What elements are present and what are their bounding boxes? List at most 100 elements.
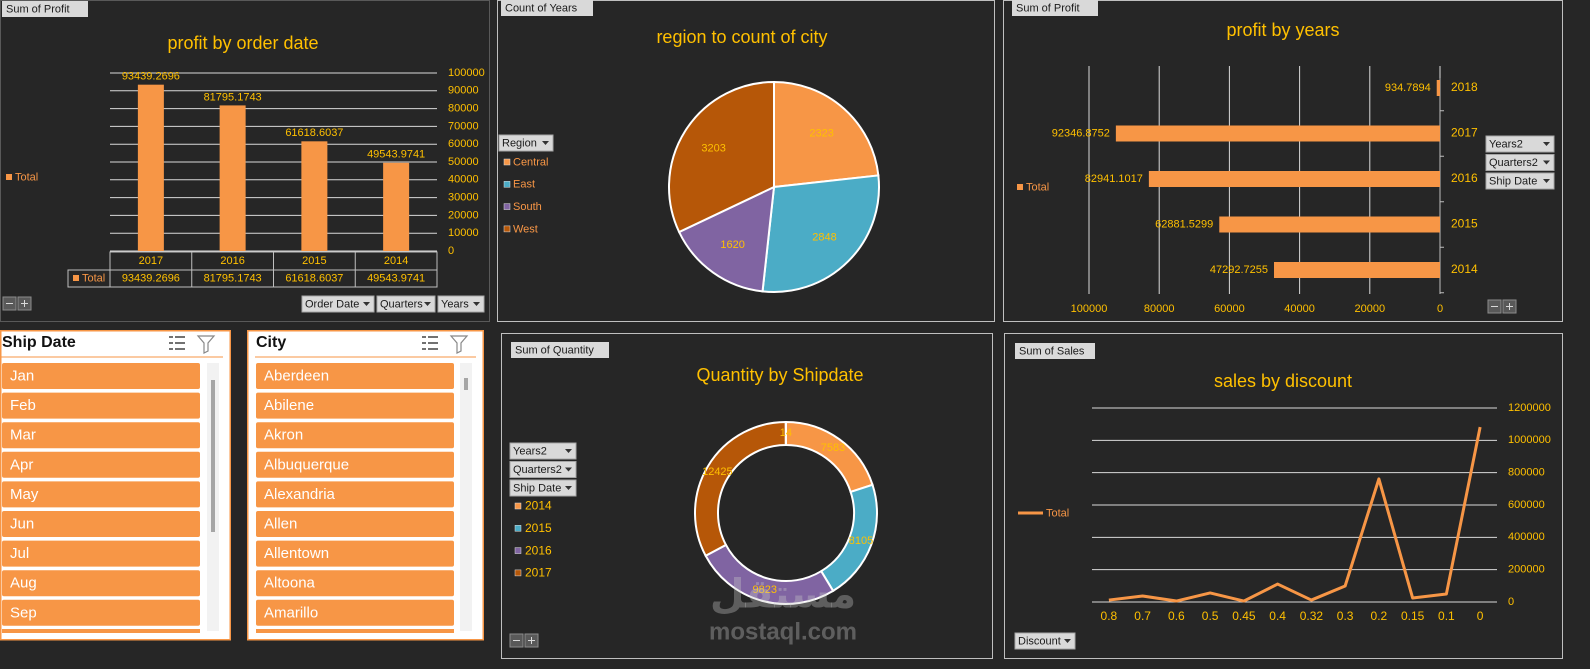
field-button[interactable] [437,295,485,313]
x-tick-label: 0.8 [1101,609,1118,623]
slicer-item[interactable] [256,451,454,478]
bar [137,84,164,251]
slicer-item[interactable] [256,511,454,537]
dropdown-arrow [565,449,572,453]
slicer-item[interactable] [2,511,200,537]
slicer-item[interactable] [256,570,454,597]
multi-select-icon[interactable] [169,336,185,350]
slicer-item[interactable] [2,481,200,508]
line-series [1108,426,1482,603]
slicer-item[interactable] [2,363,200,389]
field-tag[interactable] [511,342,609,358]
chart-title: profit by years [1226,20,1339,40]
y-tick-label: 600000 [1508,499,1545,511]
y-tick-label: 200000 [1508,564,1545,576]
slicer-item[interactable] [2,599,200,626]
slicer-item[interactable] [2,540,200,567]
y-tick-label: 2018 [1451,80,1478,94]
legend-marker [73,275,79,281]
y-tick-label: 30000 [448,192,479,204]
x-tick-label: 60000 [1214,303,1245,315]
slicer-item-partial [2,629,200,633]
clear-filter-icon[interactable] [196,335,216,354]
field-button[interactable] [498,134,554,152]
slicer-item-label: Altoona [264,575,316,592]
y-tick-label: 50000 [448,156,479,168]
x-tick-label: 0.5 [1202,609,1219,623]
x-tick-label: 0.2 [1371,609,1388,623]
field-button-label: Discount [1018,635,1061,647]
slicer-item-label: Jan [10,367,34,384]
slicer-item[interactable] [256,540,454,567]
slicer-item[interactable] [2,422,200,449]
field-button[interactable] [1485,135,1555,153]
slicer-item-label: Alexandria [264,486,336,503]
field-button[interactable] [1485,154,1555,171]
slicer-item[interactable] [2,392,200,419]
y-tick-label: 1200000 [1508,402,1551,414]
field-button-label: Quarters2 [1489,157,1538,169]
field-tag[interactable] [1015,343,1095,359]
data-label: 49543.9741 [367,149,425,161]
field-button[interactable] [301,295,375,313]
expand-icon [21,300,28,307]
bar [219,105,246,251]
data-label: 93439.2696 [122,71,180,83]
field-button-label: Quarters [380,298,423,310]
legend-label: 2017 [525,566,552,580]
field-button-label: Years2 [1489,138,1523,150]
slicer-item-label: Abilene [264,397,314,414]
field-button[interactable] [1485,172,1555,190]
field-tag-label: Sum of Profit [6,3,70,15]
slicer-item[interactable] [256,392,454,419]
scrollbar-thumb [211,380,215,532]
x-tick-label: 2015 [302,255,326,267]
slicer-item[interactable] [2,570,200,597]
field-tag-label: Sum of Sales [1019,345,1085,357]
y-tick-label: 1000000 [1508,434,1551,446]
multi-select-icon[interactable] [422,336,438,350]
slicer-item[interactable] [256,422,454,449]
data-label: 2848 [812,231,836,243]
field-tag[interactable] [1012,0,1098,16]
field-button[interactable] [509,442,577,460]
pie-slice [761,174,880,293]
x-tick-label: 2014 [384,255,408,267]
legend-label: 2016 [525,543,552,557]
clear-filter-icon[interactable] [449,335,469,354]
slicer-item[interactable] [2,451,200,478]
data-label: 8105 [849,535,873,547]
watermark-logo: مستقل [710,573,856,617]
slicer-item[interactable] [256,481,454,508]
y-tick-label: 80000 [448,103,479,115]
table-row-label: Total [82,272,105,284]
panel-frame [501,333,993,659]
y-tick-label: 2017 [1451,126,1478,140]
field-button[interactable] [376,295,436,313]
x-tick-label: 40000 [1284,303,1315,315]
expand-icon [528,637,535,644]
field-button[interactable] [509,479,577,497]
watermark-site: mostaql.com [709,618,857,645]
field-button[interactable] [509,461,577,478]
legend-marker [503,158,511,166]
field-button-label: Quarters2 [513,464,562,476]
field-button-label: Years [441,298,469,310]
legend-marker [503,203,511,210]
field-tag[interactable] [501,0,593,16]
data-label: 61618.6037 [285,127,343,139]
slicer-item[interactable] [256,363,454,389]
slicer-item-label: Allentown [264,545,329,562]
data-label: 47292.7255 [1210,264,1268,276]
field-tag[interactable] [2,1,88,17]
slicer-item[interactable] [256,599,454,626]
field-button[interactable] [1014,632,1076,650]
data-label: 3203 [701,143,725,155]
slicer-item-label: Amarillo [264,604,318,621]
slicer-item-label: Jul [10,545,29,562]
data-label: 12425 [702,466,733,478]
panel-frame [1004,333,1563,659]
table-cell: 61618.6037 [285,272,343,284]
